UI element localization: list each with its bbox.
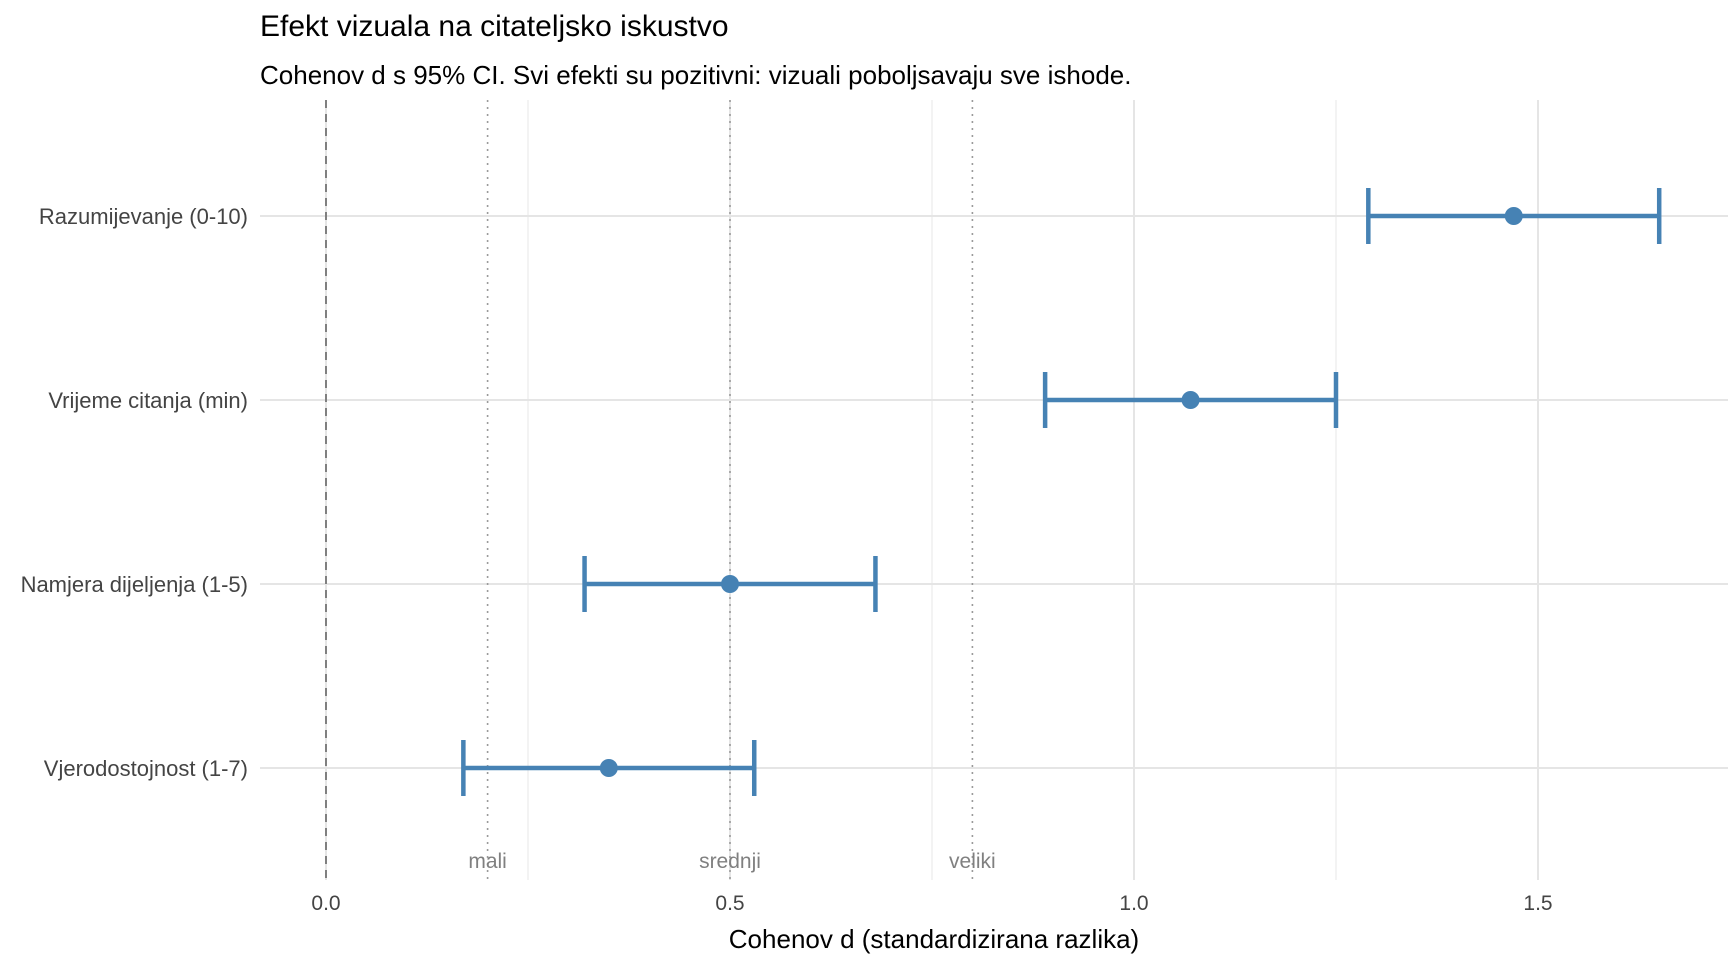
y-tick-label: Vrijeme citanja (min) <box>48 388 248 413</box>
estimate-point <box>1181 391 1200 409</box>
x-tick-label: 0.5 <box>715 892 744 915</box>
y-tick-label: Namjera dijeljenja (1-5) <box>21 572 248 597</box>
y-tick-label: Razumijevanje (0-10) <box>39 204 248 229</box>
chart-subtitle: Cohenov d s 95% CI. Svi efekti su poziti… <box>260 60 1132 90</box>
reference-line-label: veliki <box>949 850 996 873</box>
reference-line-label: mali <box>468 850 507 873</box>
estimate-point <box>1504 207 1523 225</box>
x-tick-label: 1.5 <box>1523 892 1552 915</box>
x-axis-label: Cohenov d (standardizirana razlika) <box>729 924 1139 954</box>
estimate-point <box>599 759 618 777</box>
estimate-point <box>721 575 739 593</box>
x-tick-label: 1.0 <box>1119 892 1148 915</box>
y-tick-label: Vjerodostojnost (1-7) <box>44 756 248 781</box>
x-tick-label: 0.0 <box>311 892 340 915</box>
chart-title: Efekt vizuala na citateljsko iskustvo <box>260 10 729 43</box>
reference-line-label: srednji <box>699 850 761 873</box>
